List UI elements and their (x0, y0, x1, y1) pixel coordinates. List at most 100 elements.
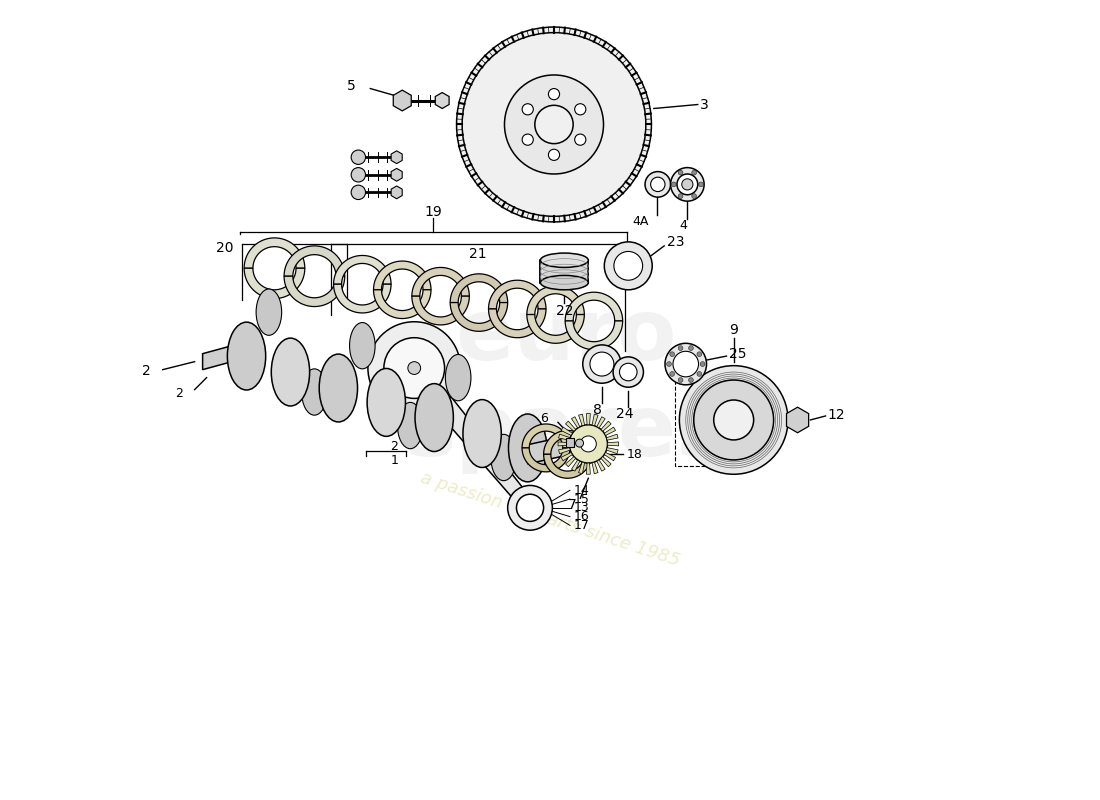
Polygon shape (527, 286, 584, 314)
Polygon shape (604, 427, 616, 435)
Text: 6: 6 (540, 412, 548, 425)
Polygon shape (592, 414, 598, 426)
Polygon shape (561, 453, 572, 461)
Ellipse shape (228, 322, 266, 390)
Polygon shape (592, 462, 598, 474)
Polygon shape (561, 427, 572, 435)
Circle shape (351, 185, 365, 199)
Ellipse shape (491, 434, 517, 481)
Polygon shape (604, 453, 616, 461)
Text: 2: 2 (175, 387, 183, 400)
Polygon shape (392, 151, 403, 164)
Polygon shape (601, 421, 612, 431)
Polygon shape (411, 296, 470, 325)
Circle shape (698, 182, 703, 186)
Polygon shape (565, 457, 575, 466)
Ellipse shape (540, 253, 589, 267)
Circle shape (692, 170, 696, 175)
Circle shape (670, 352, 674, 357)
Circle shape (682, 178, 693, 190)
Circle shape (680, 366, 788, 474)
Polygon shape (601, 457, 612, 466)
Ellipse shape (508, 414, 547, 482)
Polygon shape (579, 462, 584, 474)
Circle shape (671, 182, 676, 186)
Text: 8: 8 (594, 402, 603, 417)
Polygon shape (597, 417, 605, 428)
Polygon shape (202, 342, 246, 370)
Text: 13: 13 (574, 502, 590, 514)
Text: 16: 16 (574, 510, 590, 523)
Polygon shape (528, 432, 586, 464)
Polygon shape (572, 460, 580, 471)
Polygon shape (392, 186, 403, 198)
Text: 24: 24 (616, 406, 632, 421)
Polygon shape (558, 442, 569, 446)
Circle shape (714, 400, 754, 440)
Text: 25: 25 (729, 347, 747, 362)
Polygon shape (565, 321, 623, 350)
Text: 22: 22 (556, 303, 573, 318)
Text: 2: 2 (390, 440, 398, 454)
Polygon shape (411, 267, 470, 296)
Circle shape (590, 352, 614, 376)
Circle shape (650, 177, 666, 191)
Circle shape (574, 134, 586, 146)
Text: 3: 3 (700, 98, 708, 111)
Ellipse shape (256, 289, 282, 335)
Polygon shape (522, 424, 570, 448)
Circle shape (604, 242, 652, 290)
Polygon shape (586, 414, 591, 425)
Polygon shape (333, 255, 392, 284)
Polygon shape (565, 292, 623, 321)
Circle shape (697, 352, 702, 357)
Polygon shape (607, 442, 618, 446)
Polygon shape (374, 261, 431, 290)
Ellipse shape (540, 275, 589, 290)
Ellipse shape (446, 354, 471, 401)
Circle shape (679, 170, 683, 175)
Ellipse shape (301, 369, 327, 415)
Polygon shape (565, 421, 575, 431)
Circle shape (645, 171, 671, 197)
Circle shape (694, 380, 773, 460)
Polygon shape (284, 246, 344, 276)
Text: 23: 23 (667, 235, 684, 249)
Polygon shape (394, 90, 411, 111)
Ellipse shape (463, 400, 502, 467)
Polygon shape (543, 430, 592, 454)
Text: 7: 7 (568, 498, 576, 512)
Circle shape (574, 104, 586, 115)
Polygon shape (436, 93, 449, 109)
Text: 20: 20 (217, 242, 233, 255)
Ellipse shape (350, 322, 375, 369)
Polygon shape (586, 463, 591, 474)
Polygon shape (244, 238, 305, 268)
Text: 15: 15 (574, 493, 590, 506)
Circle shape (549, 150, 560, 161)
Circle shape (676, 174, 697, 194)
Circle shape (575, 439, 583, 447)
Circle shape (456, 27, 651, 222)
Polygon shape (522, 448, 570, 472)
Polygon shape (392, 169, 403, 181)
Circle shape (692, 194, 696, 198)
Circle shape (367, 322, 461, 414)
Circle shape (666, 343, 706, 385)
FancyBboxPatch shape (566, 438, 574, 447)
Polygon shape (450, 274, 508, 302)
Text: 11: 11 (584, 437, 601, 450)
Polygon shape (244, 268, 305, 298)
Circle shape (351, 150, 365, 165)
Text: euro
spares: euro spares (405, 294, 728, 474)
Polygon shape (488, 309, 546, 338)
Circle shape (614, 251, 642, 280)
Circle shape (505, 75, 604, 174)
Text: 19: 19 (425, 205, 442, 218)
Text: 4: 4 (680, 218, 688, 232)
Polygon shape (406, 361, 536, 512)
Circle shape (408, 362, 420, 374)
Polygon shape (333, 284, 392, 313)
Polygon shape (579, 414, 584, 426)
Circle shape (549, 89, 560, 100)
